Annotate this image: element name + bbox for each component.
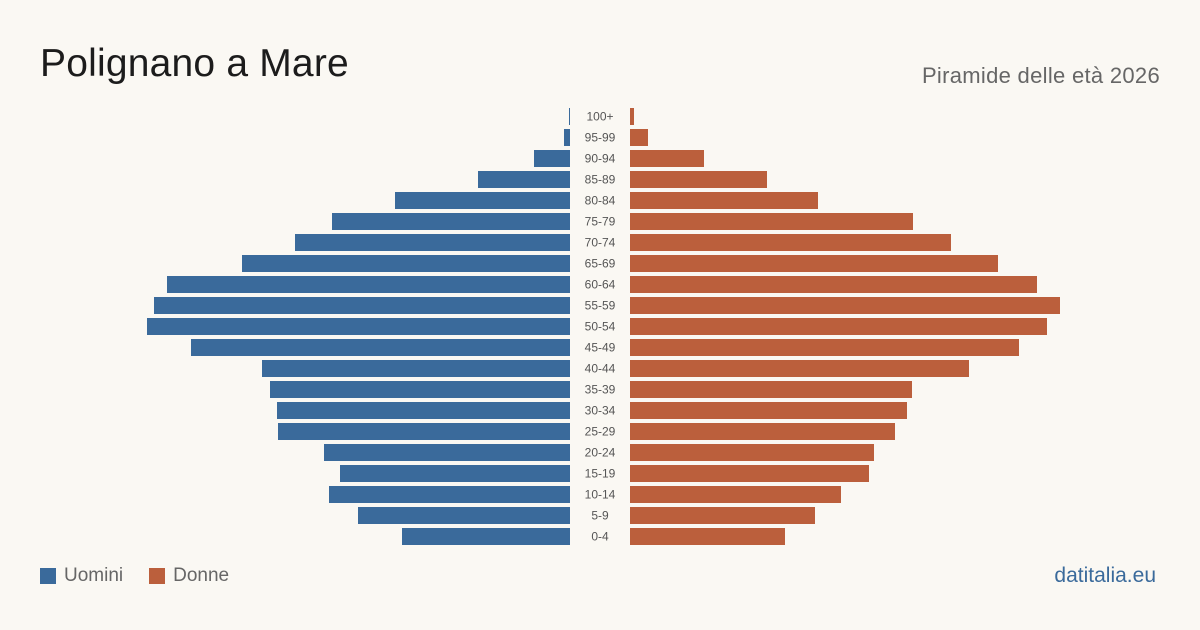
age-group-label: 0-4: [591, 530, 609, 544]
age-group-label: 15-19: [585, 467, 616, 481]
age-group-label: 30-34: [585, 404, 616, 418]
legend-label-men: Uomini: [64, 565, 124, 586]
bar-women-70-74: [630, 234, 951, 251]
age-group-label: 35-39: [585, 383, 616, 397]
bar-women-5-9: [630, 507, 815, 524]
bar-men-65-69: [242, 255, 570, 272]
age-group-label: 40-44: [585, 362, 616, 376]
age-group-label: 10-14: [585, 488, 616, 502]
bar-men-100+: [569, 108, 570, 125]
legend-item-women: Donne: [149, 565, 229, 587]
bar-women-100+: [630, 108, 634, 125]
bar-women-55-59: [630, 297, 1060, 314]
bar-men-55-59: [154, 297, 570, 314]
bar-women-80-84: [630, 192, 818, 209]
legend-label-women: Donne: [173, 565, 230, 586]
bar-women-65-69: [630, 255, 998, 272]
bar-men-0-4: [402, 528, 570, 545]
bar-men-70-74: [295, 234, 570, 251]
age-group-label: 85-89: [585, 173, 616, 187]
bar-women-25-29: [630, 423, 895, 440]
brand-link[interactable]: datitalia.eu: [1054, 564, 1156, 587]
bar-women-50-54: [630, 318, 1047, 335]
bar-men-95-99: [564, 129, 570, 146]
bar-women-85-89: [630, 171, 767, 188]
bar-men-40-44: [262, 360, 570, 377]
chart-subtitle: Piramide delle età 2026: [921, 63, 1160, 88]
bar-women-95-99: [630, 129, 648, 146]
bar-men-85-89: [478, 171, 570, 188]
legend: Uomini Donne: [40, 565, 255, 587]
age-group-label: 5-9: [591, 509, 609, 523]
bar-men-60-64: [167, 276, 570, 293]
bar-women-20-24: [630, 444, 874, 461]
age-group-label: 20-24: [585, 446, 616, 460]
bar-women-60-64: [630, 276, 1037, 293]
age-group-label: 55-59: [585, 299, 616, 313]
bar-men-20-24: [324, 444, 570, 461]
bar-men-45-49: [191, 339, 570, 356]
age-group-label: 65-69: [585, 257, 616, 271]
age-group-label: 90-94: [585, 152, 616, 166]
age-group-label: 80-84: [585, 194, 616, 208]
legend-swatch-men: [40, 568, 56, 584]
bar-men-80-84: [395, 192, 570, 209]
bar-men-10-14: [329, 486, 570, 503]
bar-women-45-49: [630, 339, 1019, 356]
bar-men-50-54: [147, 318, 570, 335]
age-group-label: 45-49: [585, 341, 616, 355]
age-group-label: 70-74: [585, 236, 616, 250]
bar-men-30-34: [277, 402, 570, 419]
bar-men-5-9: [358, 507, 570, 524]
bar-women-90-94: [630, 150, 704, 167]
legend-item-men: Uomini: [40, 565, 123, 587]
age-group-label: 75-79: [585, 215, 616, 229]
bar-women-0-4: [630, 528, 785, 545]
age-group-label: 60-64: [585, 278, 616, 292]
age-group-label: 100+: [586, 110, 613, 124]
page-title: Polignano a Mare: [40, 42, 349, 85]
bar-men-90-94: [534, 150, 570, 167]
bar-women-30-34: [630, 402, 907, 419]
bar-women-10-14: [630, 486, 841, 503]
age-group-label: 95-99: [585, 131, 616, 145]
bar-men-35-39: [270, 381, 570, 398]
bar-women-15-19: [630, 465, 869, 482]
bar-women-40-44: [630, 360, 969, 377]
age-group-label: 25-29: [585, 425, 616, 439]
bar-men-15-19: [340, 465, 570, 482]
bar-women-75-79: [630, 213, 913, 230]
bar-men-25-29: [278, 423, 570, 440]
legend-swatch-women: [149, 568, 166, 584]
bar-women-35-39: [630, 381, 912, 398]
age-group-label: 50-54: [585, 320, 616, 334]
bar-men-75-79: [332, 213, 570, 230]
